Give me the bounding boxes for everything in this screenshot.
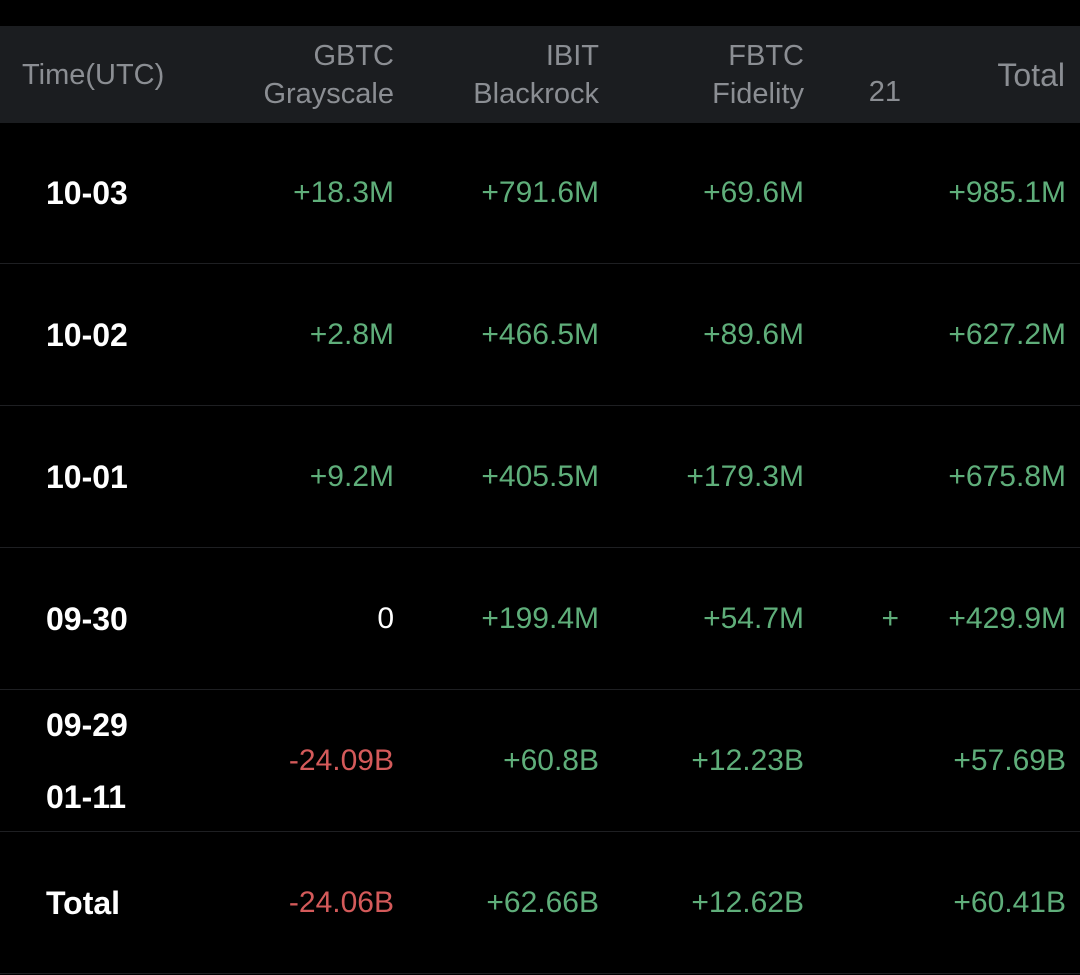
extra-value: [820, 691, 899, 831]
extra-value: [820, 265, 899, 405]
ibit-value: +466.5M: [481, 318, 599, 351]
header-extra-label: 21: [868, 76, 901, 108]
header-fbtc-issuer: Fidelity: [712, 77, 804, 110]
gbtc-value: +2.8M: [309, 318, 394, 351]
header-ibit[interactable]: IBIT Blackrock: [400, 26, 599, 123]
table-row[interactable]: 10-01 +9.2M +405.5M +179.3M +675.8M: [0, 407, 1080, 548]
top-bar: [0, 0, 1080, 26]
gbtc-value: -24.09B: [288, 744, 394, 777]
gbtc-value: +18.3M: [293, 176, 394, 209]
header-time[interactable]: Time(UTC): [22, 26, 222, 123]
fbtc-value: +12.23B: [691, 744, 804, 777]
row-date: 10-01: [46, 407, 226, 547]
row-date-label: 10-03: [46, 175, 128, 211]
row-date: 10-03: [46, 123, 226, 263]
table-row[interactable]: 09-30 0 +199.4M +54.7M + +429.9M: [0, 549, 1080, 690]
table-row[interactable]: 09-29 01-11 -24.09B +60.8B +12.23B +57.69B: [0, 691, 1080, 832]
row-date: 09-29 01-11: [46, 691, 226, 831]
row-date-label: Total: [46, 885, 121, 921]
row-date-label: 10-01: [46, 459, 128, 495]
total-value: +57.69B: [953, 744, 1066, 777]
total-value: +675.8M: [948, 460, 1066, 493]
header-fbtc[interactable]: FBTC Fidelity: [600, 26, 804, 123]
row-date: 10-02: [46, 265, 226, 405]
header-gbtc[interactable]: GBTC Grayscale: [200, 26, 394, 123]
gbtc-value: -24.06B: [288, 886, 394, 919]
ibit-value: +199.4M: [481, 602, 599, 635]
header-total-label: Total: [997, 56, 1065, 93]
total-value: +985.1M: [948, 176, 1066, 209]
row-date-end-label: 01-11: [46, 779, 127, 815]
total-value: +429.9M: [948, 602, 1066, 635]
fbtc-value: +54.7M: [703, 602, 804, 635]
header-time-label: Time(UTC): [22, 58, 165, 91]
total-row[interactable]: Total -24.06B +62.66B +12.62B +60.41B: [0, 833, 1080, 974]
gbtc-value: +9.2M: [309, 460, 394, 493]
table-row[interactable]: 10-03 +18.3M +791.6M +69.6M +985.1M: [0, 123, 1080, 264]
gbtc-value: 0: [377, 602, 394, 635]
header-gbtc-ticker: GBTC: [313, 39, 394, 72]
table-header: Time(UTC) GBTC Grayscale IBIT Blackrock …: [0, 26, 1080, 123]
header-fbtc-ticker: FBTC: [728, 39, 804, 72]
fbtc-value: +12.62B: [691, 886, 804, 919]
row-date-label: 10-02: [46, 317, 128, 353]
row-date-label: 09-30: [46, 601, 128, 637]
extra-value: [820, 407, 899, 547]
row-date: Total: [46, 833, 226, 973]
fbtc-value: +69.6M: [703, 176, 804, 209]
header-ibit-ticker: IBIT: [545, 39, 599, 72]
ibit-value: +60.8B: [503, 744, 599, 777]
header-total[interactable]: Total: [900, 26, 1065, 123]
table-row[interactable]: 10-02 +2.8M +466.5M +89.6M +627.2M: [0, 265, 1080, 406]
ibit-value: +791.6M: [481, 176, 599, 209]
total-value: +60.41B: [953, 886, 1066, 919]
ibit-value: +405.5M: [481, 460, 599, 493]
row-date: 09-30: [46, 549, 226, 689]
extra-value: +: [881, 602, 899, 635]
header-gbtc-issuer: Grayscale: [263, 77, 394, 110]
ibit-value: +62.66B: [486, 886, 599, 919]
header-ibit-issuer: Blackrock: [473, 77, 599, 110]
header-extra[interactable]: 21: [820, 26, 901, 123]
extra-value: [820, 833, 899, 973]
fbtc-value: +89.6M: [703, 318, 804, 351]
fbtc-value: +179.3M: [686, 460, 804, 493]
total-value: +627.2M: [948, 318, 1066, 351]
row-date-label: 09-29: [46, 707, 128, 743]
extra-value: [820, 123, 899, 263]
